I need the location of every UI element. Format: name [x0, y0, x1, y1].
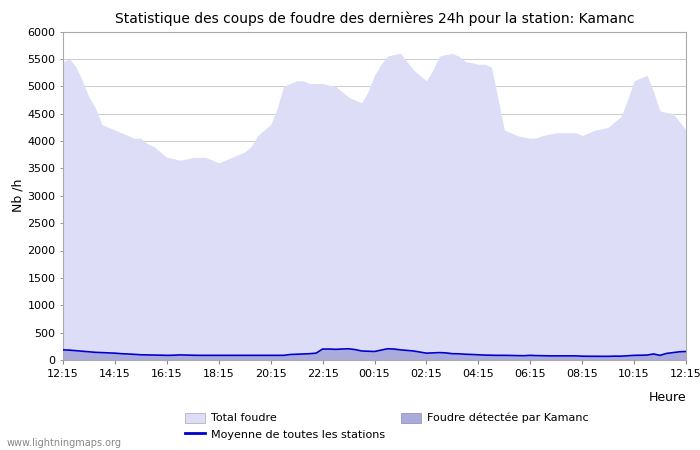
Y-axis label: Nb /h: Nb /h — [11, 179, 25, 212]
Title: Statistique des coups de foudre des dernières 24h pour la station: Kamanc: Statistique des coups de foudre des dern… — [115, 12, 634, 26]
Legend: Total foudre, Moyenne de toutes les stations, Foudre détectée par Kamanc: Total foudre, Moyenne de toutes les stat… — [181, 408, 593, 444]
Text: www.lightningmaps.org: www.lightningmaps.org — [7, 438, 122, 448]
Text: Heure: Heure — [648, 391, 686, 404]
